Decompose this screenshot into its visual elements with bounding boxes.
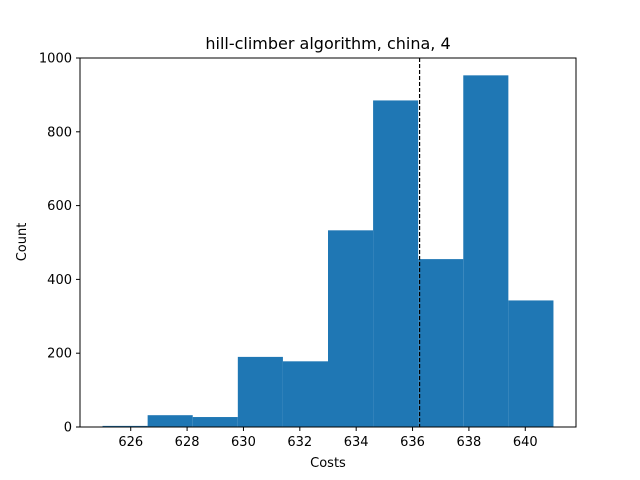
y-tick-label: 400	[47, 273, 72, 288]
y-ticks-group: 0 200 400 600 800 1000	[39, 52, 80, 436]
x-tick-label: 630	[231, 435, 256, 450]
y-tick-label: 0	[64, 421, 72, 436]
y-tick-label: 800	[47, 125, 72, 140]
histogram-bar	[463, 75, 509, 427]
axes-frame	[79, 57, 577, 428]
histogram-bar	[102, 425, 148, 427]
y-tick-label: 1000	[39, 52, 72, 67]
histogram-bar	[418, 259, 464, 427]
x-tick-label: 628	[175, 435, 200, 450]
x-ticks-group: 626 628 630 632 634 636 638 640	[118, 427, 538, 450]
histogram-bar	[508, 300, 554, 427]
x-tick-label: 640	[513, 435, 538, 450]
y-tick-label: 200	[47, 347, 72, 362]
histogram-bar	[328, 230, 374, 427]
x-tick-label: 634	[344, 435, 369, 450]
histogram-bar	[373, 100, 419, 427]
x-axis-label: Costs	[310, 456, 346, 471]
histogram-bar	[282, 361, 328, 427]
x-tick-label: 636	[400, 435, 425, 450]
y-tick-label: 600	[47, 199, 72, 214]
x-tick-label: 626	[118, 435, 143, 450]
chart-title: hill-climber algorithm, china, 4	[205, 34, 450, 53]
histogram-bar	[147, 415, 193, 427]
y-axis-label: Count	[15, 223, 30, 262]
x-tick-label: 638	[456, 435, 481, 450]
histogram-bar	[192, 417, 238, 427]
x-tick-label: 632	[287, 435, 312, 450]
bars-group	[102, 75, 554, 427]
histogram-bar	[237, 356, 283, 427]
